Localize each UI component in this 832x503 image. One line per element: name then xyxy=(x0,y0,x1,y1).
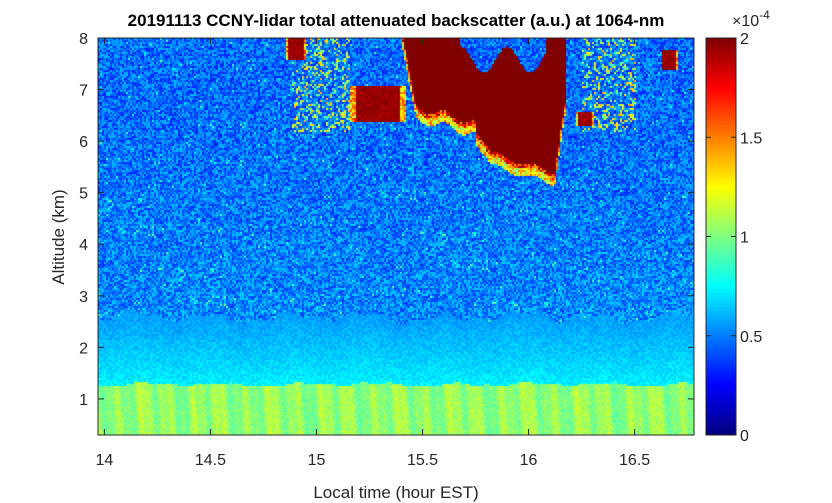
y-tick-label: 6 xyxy=(79,134,88,151)
y-axis-label: Altitude (km) xyxy=(49,189,68,284)
x-tick-label: 15.5 xyxy=(407,452,438,469)
y-tick-label: 5 xyxy=(79,186,88,203)
x-axis: 14 14.5 15 15.5 16 16.5 xyxy=(95,38,650,469)
colorbar: 0 0.5 1 1.5 2 ×10-4 xyxy=(705,8,770,445)
colorbar-tick-label: 2 xyxy=(740,31,749,48)
chart-title: 20191113 CCNY-lidar total attenuated bac… xyxy=(128,11,665,30)
heatmap-image-wrapper xyxy=(98,38,694,435)
colorbar-tick-label: 1 xyxy=(740,230,749,247)
x-tick-label: 15 xyxy=(308,452,326,469)
x-tick-label: 14 xyxy=(95,452,113,469)
x-tick-label: 14.5 xyxy=(195,452,226,469)
y-tick-label: 3 xyxy=(79,289,88,306)
colorbar-tick-label: 0 xyxy=(740,428,749,445)
y-tick-label: 1 xyxy=(79,392,88,409)
colorbar-exponent-base: ×10 xyxy=(732,13,759,30)
colorbar-ticks: 0 0.5 1 1.5 2 xyxy=(706,31,762,445)
colorbar-tick-label: 1.5 xyxy=(740,130,762,147)
y-tick-label: 2 xyxy=(79,340,88,357)
plot-frame xyxy=(97,37,695,436)
heatmap-plot xyxy=(97,37,695,436)
colorbar-exponent-power: -4 xyxy=(759,8,770,22)
y-tick-label: 8 xyxy=(79,31,88,48)
x-axis-label: Local time (hour EST) xyxy=(313,483,478,502)
backscatter-heatmap xyxy=(98,38,694,435)
colorbar-exponent: ×10-4 xyxy=(732,8,770,30)
y-axis: 1 2 3 4 5 6 7 8 xyxy=(79,31,694,409)
x-tick-label: 16 xyxy=(520,452,538,469)
x-tick-label: 16.5 xyxy=(619,452,650,469)
y-tick-label: 4 xyxy=(79,237,88,254)
colorbar-tick-label: 0.5 xyxy=(740,329,762,346)
y-tick-label: 7 xyxy=(79,83,88,100)
